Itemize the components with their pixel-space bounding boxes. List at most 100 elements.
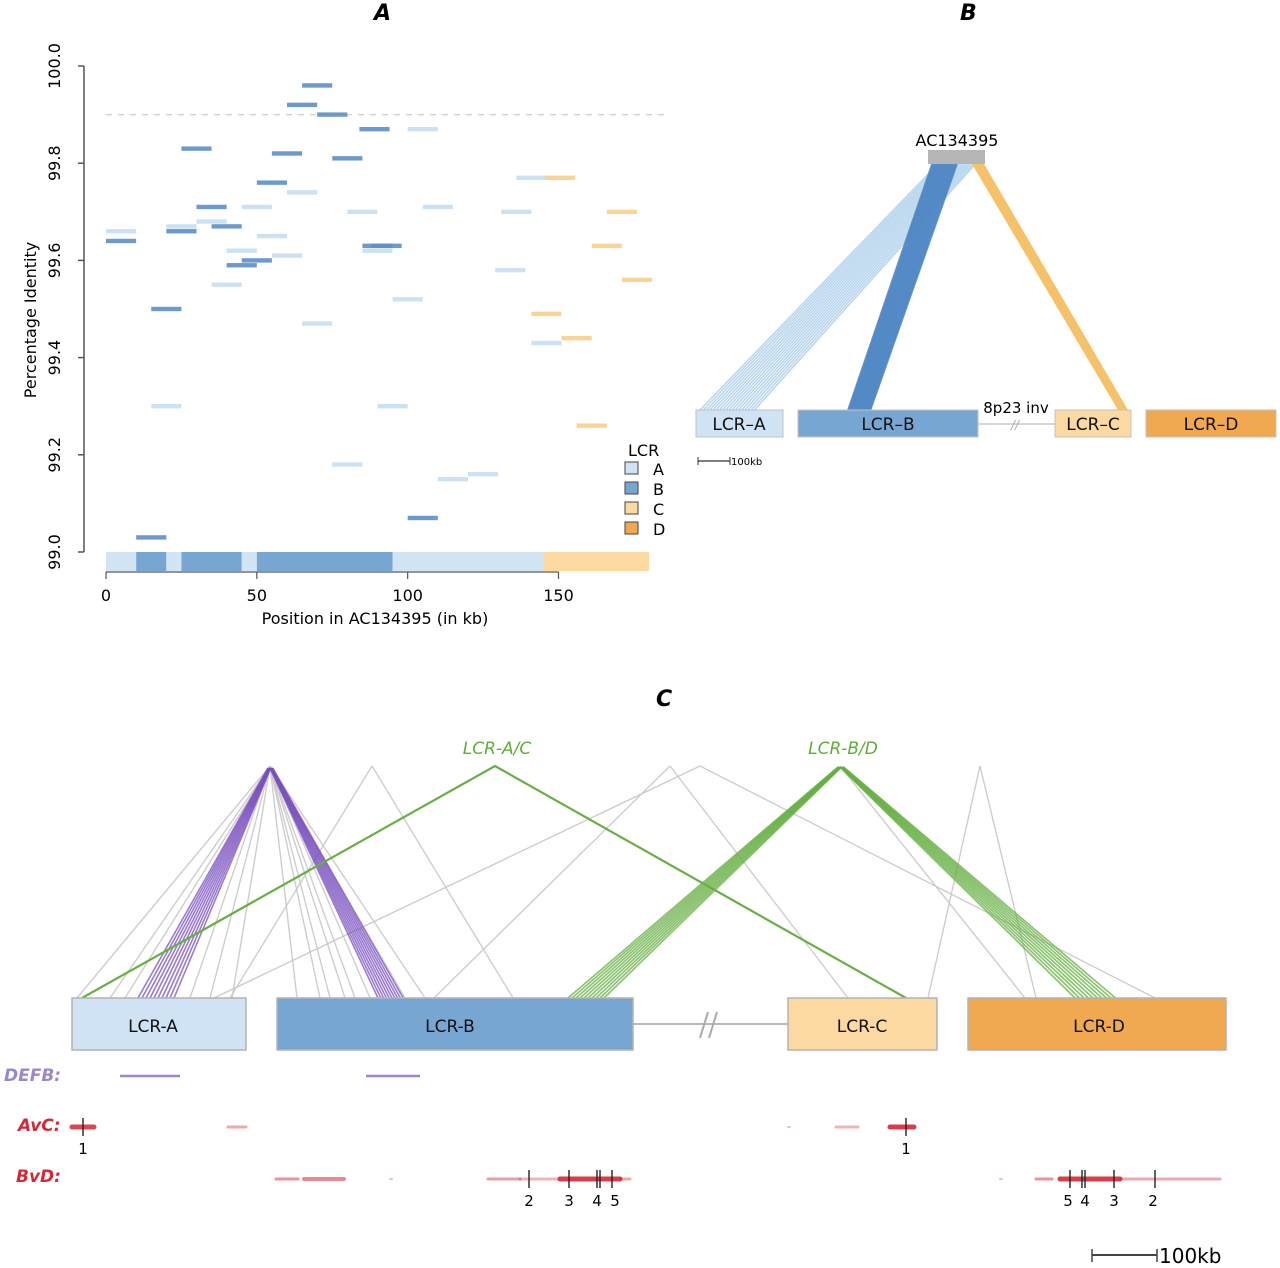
legend-title: LCR bbox=[628, 441, 659, 460]
legend-label-c: C bbox=[653, 500, 664, 519]
link-lcr-b bbox=[869, 163, 958, 411]
purple-link-lcr-a bbox=[149, 767, 270, 999]
panel-a-letter: A bbox=[372, 1, 391, 26]
segment-lcr-a bbox=[287, 190, 318, 195]
track-segment-lcr-a bbox=[392, 552, 544, 571]
segment-lcr-b bbox=[181, 146, 212, 151]
segment-lcr-b bbox=[271, 151, 303, 156]
y-tick-label: 99.8 bbox=[45, 145, 64, 181]
breakpoint-label: 5 bbox=[1063, 1192, 1073, 1210]
segment-lcr-b bbox=[211, 224, 242, 229]
segment-lcr-b bbox=[407, 515, 438, 521]
legend-swatch-a bbox=[624, 461, 639, 475]
clone-links bbox=[699, 163, 1128, 411]
legend-label-d: D bbox=[653, 520, 665, 539]
purple-link-lcr-a bbox=[137, 767, 269, 999]
segment-lcr-c bbox=[561, 335, 592, 341]
lcr-c-box: LCR–C bbox=[1054, 409, 1132, 438]
panel-a-chart: 99.0 99.2 99.4 99.6 99.8 100.0 0 50 100 150 Perc… bbox=[21, 43, 668, 628]
lcr-a-label: LCR-A bbox=[128, 1017, 178, 1037]
break-symbol: // bbox=[1010, 418, 1021, 432]
x-tick-label: 150 bbox=[543, 586, 574, 605]
link-lcr-a bbox=[712, 163, 948, 411]
purple-link-lcr-a bbox=[153, 767, 270, 999]
breakpoint-label: 5 bbox=[610, 1192, 620, 1210]
segment-lcr-b bbox=[371, 243, 402, 249]
scale-bar: 100kb bbox=[697, 457, 762, 468]
break-slash bbox=[699, 1011, 709, 1039]
segment-lcr-a bbox=[211, 282, 242, 287]
segment-lcr-a bbox=[332, 462, 363, 467]
grey-link bbox=[269, 765, 331, 999]
grey-link bbox=[269, 765, 346, 999]
breakpoint-label: 1 bbox=[901, 1140, 911, 1158]
scale-bar-label: 100kb bbox=[731, 457, 762, 468]
avc-track-label: AvC: bbox=[16, 1116, 61, 1136]
breakpoint-label: 4 bbox=[1080, 1192, 1090, 1210]
segment-lcr-a bbox=[501, 209, 532, 214]
segment-lcr-a bbox=[151, 404, 182, 409]
breakpoint-label: 3 bbox=[564, 1192, 574, 1210]
segment-lcr-a bbox=[106, 229, 137, 234]
link-lcr-c bbox=[972, 164, 1128, 410]
segment-lcr-a bbox=[226, 248, 257, 253]
segment-lcr-c bbox=[576, 423, 607, 428]
segment-lcr-a bbox=[196, 219, 227, 224]
segment-lcr-a bbox=[271, 253, 303, 258]
lcr-bd-label: LCR-B/D bbox=[808, 739, 878, 759]
segment-lcr-c bbox=[606, 209, 637, 214]
grey-link bbox=[76, 765, 271, 999]
breakpoint-label: 2 bbox=[1148, 1192, 1158, 1210]
lcr-b-box: LCR–B bbox=[797, 409, 979, 438]
segment-lcr-c bbox=[544, 175, 576, 180]
y-tick-label: 99.4 bbox=[45, 340, 64, 376]
purple-links bbox=[137, 767, 404, 999]
segment-lcr-a bbox=[516, 175, 547, 180]
scale-bar: 100kb bbox=[1091, 1244, 1221, 1268]
green-link-lcr-bd-d bbox=[843, 766, 1117, 999]
segment-lcr-a bbox=[166, 224, 197, 229]
purple-link-lcr-b bbox=[272, 767, 404, 999]
break-symbol bbox=[699, 1011, 718, 1039]
defb-track-label: DEFB: bbox=[4, 1066, 61, 1086]
green-link-lcr-bd-b bbox=[603, 766, 843, 999]
bvd-track-label: BvD: bbox=[16, 1167, 61, 1187]
grey-link bbox=[669, 765, 849, 999]
segment-lcr-b bbox=[332, 156, 363, 161]
segment-lcr-b bbox=[226, 263, 257, 268]
grey-link bbox=[124, 765, 271, 999]
grey-link bbox=[433, 765, 671, 999]
purple-link-lcr-a bbox=[145, 767, 270, 999]
position-track bbox=[106, 552, 649, 571]
grey-link bbox=[231, 765, 271, 999]
grey-link bbox=[269, 765, 356, 999]
segment-lcr-b bbox=[359, 126, 390, 132]
grey-link bbox=[213, 765, 701, 999]
lcr-a-box: LCR-A bbox=[71, 997, 247, 1051]
breakpoint-label: 4 bbox=[592, 1192, 602, 1210]
y-tick-label: 99.6 bbox=[45, 243, 64, 279]
segment-lcr-b bbox=[151, 306, 182, 312]
lcr-b-rect bbox=[276, 997, 634, 1051]
clone-label: AC134395 bbox=[916, 131, 999, 150]
segment-lcr-a bbox=[256, 233, 287, 239]
grey-link bbox=[189, 765, 271, 999]
segment-lcr-c bbox=[621, 277, 653, 283]
y-tick-label: 99.0 bbox=[45, 534, 64, 570]
segment-lcr-a bbox=[302, 321, 333, 326]
green-link-lcr-ac bbox=[81, 764, 907, 999]
purple-link-lcr-a bbox=[141, 767, 270, 999]
lcr-c-label: LCR-C bbox=[837, 1017, 887, 1037]
track-segment-lcr-a bbox=[241, 552, 257, 571]
purple-link-lcr-a bbox=[157, 767, 271, 999]
lcr-a-label: LCR–A bbox=[712, 415, 766, 435]
lcr-d-box: LCR-D bbox=[967, 997, 1227, 1051]
purple-link-lcr-a bbox=[161, 767, 271, 999]
purple-link-lcr-a bbox=[169, 767, 272, 999]
grey-link bbox=[371, 765, 514, 999]
lcr-d-label: LCR–D bbox=[1184, 415, 1239, 435]
